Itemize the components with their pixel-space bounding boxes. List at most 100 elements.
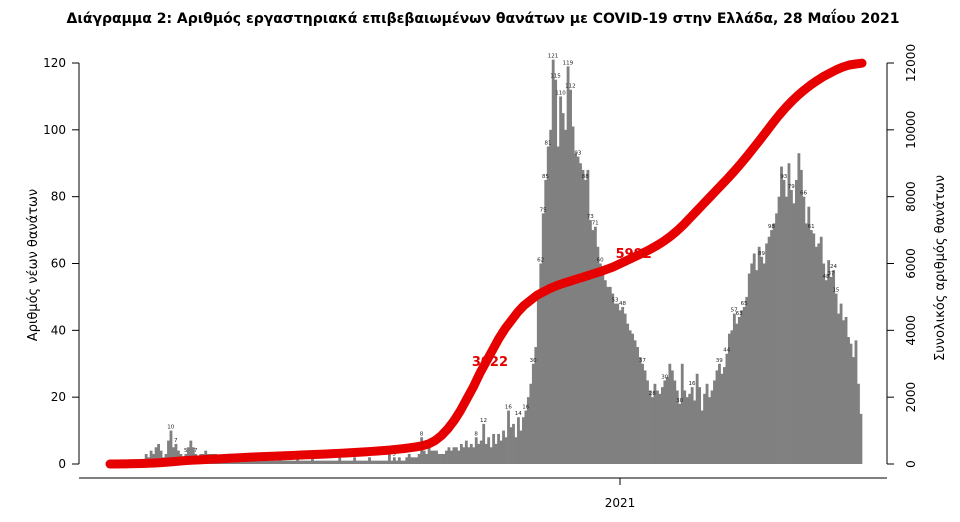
bar bbox=[365, 460, 369, 464]
bar bbox=[723, 367, 726, 464]
bar bbox=[497, 433, 500, 464]
bar bbox=[598, 263, 602, 464]
y-right-tick-label: 12000 bbox=[904, 44, 918, 82]
bar bbox=[514, 437, 518, 464]
bar bbox=[489, 447, 493, 464]
bar bbox=[534, 347, 538, 464]
bar bbox=[700, 410, 704, 464]
chart-title: Διάγραμμα 2: Αριθμός εργαστηριακά επιβεβ… bbox=[67, 9, 900, 27]
y-left-tick-label: 100 bbox=[43, 123, 66, 137]
bar bbox=[271, 460, 275, 464]
bar bbox=[467, 447, 471, 464]
bar bbox=[802, 196, 806, 465]
bar bbox=[857, 383, 860, 464]
y-right-tick-label: 10000 bbox=[904, 111, 918, 149]
bar bbox=[613, 303, 617, 464]
bar bbox=[809, 230, 813, 464]
bar bbox=[383, 460, 386, 464]
bar bbox=[770, 230, 773, 464]
bar bbox=[328, 460, 332, 464]
bar bbox=[556, 146, 560, 465]
bar bbox=[589, 220, 592, 464]
bar-value-label: 37 bbox=[639, 358, 646, 364]
bar bbox=[618, 310, 622, 464]
bar bbox=[829, 276, 833, 464]
y-left-tick-label: 20 bbox=[51, 390, 66, 404]
bar bbox=[509, 427, 513, 464]
bar-value-label: 63 bbox=[736, 311, 743, 317]
bar bbox=[847, 337, 850, 464]
bar bbox=[392, 457, 396, 464]
bar bbox=[797, 153, 801, 464]
bar bbox=[283, 460, 287, 464]
bar bbox=[298, 460, 302, 464]
bar bbox=[323, 460, 327, 464]
bar bbox=[794, 179, 798, 464]
y-axis-right-label: Συνολικός αριθμός θανάτων bbox=[933, 175, 948, 361]
bar bbox=[293, 460, 297, 464]
cumulative-value-label: 5992 bbox=[616, 247, 652, 262]
bar bbox=[725, 353, 729, 464]
bar bbox=[343, 460, 347, 464]
bar-value-label: 39 bbox=[716, 358, 723, 364]
bar bbox=[350, 460, 354, 464]
bar bbox=[827, 260, 831, 464]
bar-value-label: 61 bbox=[808, 224, 815, 230]
bar bbox=[303, 460, 307, 464]
bar bbox=[474, 437, 478, 464]
bar bbox=[368, 457, 371, 464]
bar bbox=[777, 196, 781, 465]
bar-value-label: 62 bbox=[537, 258, 544, 264]
bar bbox=[464, 440, 468, 464]
bar-value-label: 75 bbox=[540, 207, 547, 213]
bar-value-label: 48 bbox=[823, 274, 830, 280]
y-left-tick-label: 60 bbox=[51, 257, 66, 271]
bar-value-label: 7 bbox=[194, 448, 198, 454]
bar-value-label: 37 bbox=[827, 271, 834, 277]
bar bbox=[149, 450, 153, 464]
bar bbox=[799, 169, 803, 464]
bar bbox=[415, 457, 419, 464]
bar bbox=[340, 460, 344, 464]
bar-value-label: 73 bbox=[587, 214, 594, 220]
bar bbox=[576, 156, 580, 464]
bar bbox=[512, 423, 515, 464]
bar bbox=[708, 397, 711, 464]
bar bbox=[668, 363, 672, 464]
bar bbox=[621, 306, 625, 464]
bar bbox=[854, 340, 858, 464]
bar bbox=[750, 263, 754, 464]
bar bbox=[526, 397, 530, 464]
bar bbox=[688, 393, 692, 464]
bar bbox=[517, 417, 520, 464]
bar bbox=[502, 430, 505, 464]
bar bbox=[824, 280, 828, 464]
bar bbox=[405, 457, 409, 464]
bar-value-label: 115 bbox=[550, 74, 561, 80]
bar-value-label: 8 bbox=[420, 431, 424, 437]
bar bbox=[494, 443, 498, 464]
bar bbox=[579, 163, 582, 464]
bar bbox=[755, 270, 759, 464]
bar bbox=[792, 203, 796, 464]
bar bbox=[683, 390, 687, 464]
bar bbox=[380, 460, 384, 464]
bar bbox=[616, 303, 620, 464]
bar bbox=[586, 169, 590, 464]
bar bbox=[715, 370, 719, 464]
bar bbox=[291, 460, 294, 464]
bar bbox=[646, 380, 649, 464]
bar bbox=[313, 460, 317, 464]
cumulative-value-label: 3022 bbox=[472, 355, 508, 370]
bar bbox=[306, 460, 309, 464]
bar bbox=[417, 453, 421, 464]
cumulative-value-label: 11995 bbox=[827, 0, 872, 4]
bar bbox=[154, 447, 158, 464]
bar bbox=[355, 460, 359, 464]
bar bbox=[420, 437, 424, 464]
bar bbox=[571, 126, 575, 465]
bar bbox=[174, 443, 178, 464]
bar bbox=[253, 460, 257, 464]
bar bbox=[772, 223, 776, 464]
bar bbox=[487, 437, 491, 464]
